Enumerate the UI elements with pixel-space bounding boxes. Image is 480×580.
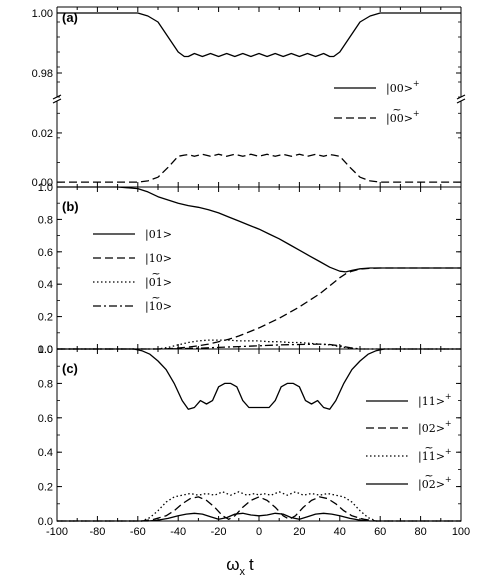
- panel-b-series-4: [57, 343, 461, 350]
- panel-c-legend-label: |11>+: [418, 447, 452, 464]
- axis-break-mark: [52, 98, 62, 104]
- panel-b-legend-label: |01>: [145, 228, 172, 242]
- panel-c-legend-label: |11>+: [418, 392, 452, 409]
- panel-c-frame: [56, 348, 462, 522]
- panel-b-legend-tilde: ~: [151, 291, 160, 304]
- panel-a-series-1: [57, 12, 461, 58]
- panel-c-xtick-label: 20: [293, 526, 305, 538]
- panel-a: 1.000.980.020.00(a)|00>+|00>+~: [32, 6, 466, 189]
- panel-a-label: (a): [62, 10, 78, 25]
- panel-b-ytick-label: 0.0: [38, 344, 53, 356]
- panel-b-ytick-label: 0.8: [38, 214, 53, 226]
- panel-c-ytick-label: 0.8: [38, 378, 53, 390]
- panel-a-lower-ytick-label: 0.02: [32, 128, 53, 140]
- panel-a-series-2: [57, 153, 461, 183]
- panel-a-upper-ytick-label: 0.98: [32, 68, 53, 80]
- panel-a-legend-tilde: ~: [392, 103, 401, 116]
- x-axis-label: ωx t: [226, 555, 254, 578]
- panel-c-xtick-label: 0: [256, 526, 262, 538]
- panel-a-legend-label: |00>+: [386, 109, 420, 126]
- panel-c-xtick-label: 40: [334, 526, 346, 538]
- panel-b-ytick-label: 0.4: [38, 279, 53, 291]
- panel-a-lower-ytick-label: 0.00: [32, 177, 53, 189]
- panel-c-ytick-label: 1.0: [38, 344, 53, 356]
- panel-c-series-2: [57, 496, 461, 522]
- panel-b-legend-label: |10>: [145, 300, 172, 314]
- panel-a-upper-ytick-label: 1.00: [32, 8, 53, 20]
- panel-c-ytick-label: 0.6: [38, 413, 53, 425]
- panel-c: 1.00.80.60.40.20.0-100 -80 -60 -40 -20 0 20 40 6…: [38, 344, 470, 538]
- panel-b-series-1: [57, 186, 461, 273]
- panel-c-ytick-label: 0.2: [38, 482, 53, 494]
- panel-b-legend-label: |10>: [145, 252, 172, 266]
- axis-break-mark: [456, 98, 466, 104]
- panel-b-legend-tilde: ~: [151, 267, 160, 280]
- panel-c-xtick-label: 60: [374, 526, 386, 538]
- panel-c-legend-tilde: ~: [424, 441, 433, 454]
- panel-c-legend-label: |02>+: [418, 475, 452, 492]
- panel-b-label: (b): [62, 199, 79, 214]
- panel-c-xtick-label: -100: [46, 526, 68, 538]
- panel-c-xtick-label: 100: [452, 526, 470, 538]
- panel-c-series-3: [57, 491, 461, 522]
- panel-b: 1.00.80.60.40.20.0(b)|01>|10>|01>~|10>~: [38, 182, 462, 356]
- panel-c-xtick-label: -40: [170, 526, 186, 538]
- panel-b-ytick-label: 0.6: [38, 247, 53, 259]
- panel-c-ytick-label: 0.4: [38, 447, 53, 459]
- panel-c-series-1: [57, 348, 461, 410]
- panel-c-legend-tilde: ~: [424, 469, 433, 482]
- panel-b-ytick-label: 0.2: [38, 312, 53, 324]
- panel-b-legend-label: |01>: [145, 276, 172, 290]
- panel-b-ytick-label: 1.0: [38, 182, 53, 194]
- panel-c-xtick-label: -80: [89, 526, 105, 538]
- panel-c-label: (c): [62, 361, 78, 376]
- panel-c-legend-label: |02>+: [418, 419, 452, 436]
- panel-a-legend-label: |00>+: [386, 79, 420, 96]
- panel-c-xtick-label: -20: [211, 526, 227, 538]
- panel-c-xtick-label: -60: [130, 526, 146, 538]
- panel-c-xtick-label: 80: [414, 526, 426, 538]
- panel-b-series-2: [57, 267, 461, 350]
- panel-c-series-4: [57, 512, 461, 522]
- panel-c-ytick-label: 0.0: [38, 516, 53, 528]
